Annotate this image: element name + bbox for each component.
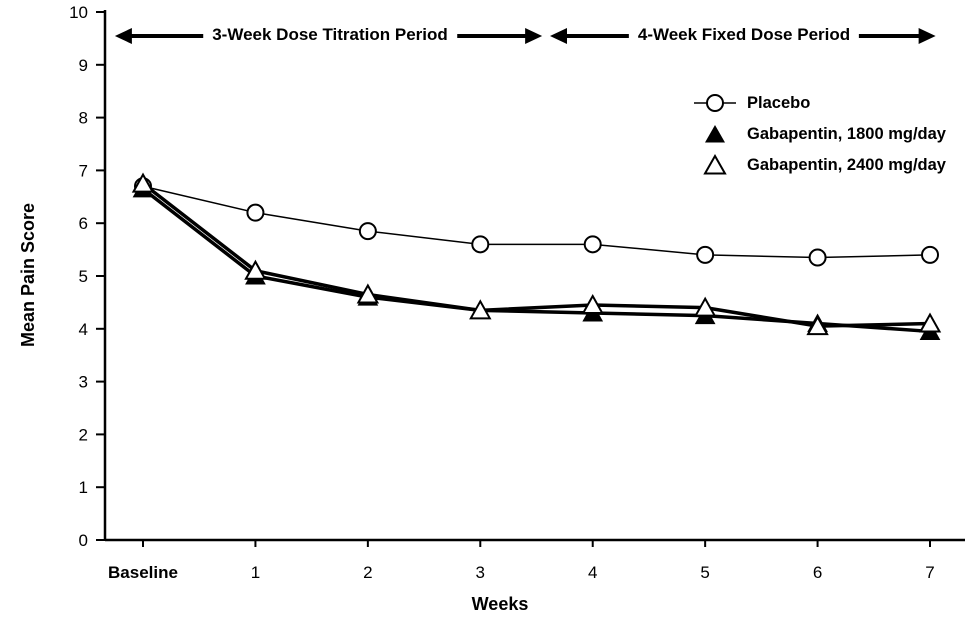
data-point-open-triangle <box>918 312 942 333</box>
series-open-triangle <box>131 172 942 336</box>
data-point-open-circle <box>471 235 490 254</box>
y-tick-label: 6 <box>79 214 88 233</box>
legend: Placebo Gabapentin, 1800 mg/day Gabapent… <box>692 92 946 185</box>
data-point-open-triangle <box>131 172 155 193</box>
filled-triangle-marker-icon <box>705 125 725 143</box>
y-tick-label: 0 <box>79 531 88 550</box>
y-tick-label: 8 <box>79 109 88 128</box>
x-tick-label: 7 <box>925 563 934 582</box>
data-point-open-circle <box>696 245 715 264</box>
open-triangle-marker-icon <box>703 154 727 175</box>
data-point-open-circle <box>583 235 602 254</box>
data-point-open-circle <box>358 222 377 241</box>
arrow-head-left-icon <box>549 28 567 44</box>
y-tick-label: 1 <box>79 478 88 497</box>
legend-label-gabapentin-1800: Gabapentin, 1800 mg/day <box>747 124 946 143</box>
series-line <box>142 185 931 259</box>
x-tick-label: Baseline <box>108 563 178 582</box>
data-point-open-circle <box>921 245 940 264</box>
legend-label-gabapentin-2400: Gabapentin, 2400 mg/day <box>747 155 946 174</box>
x-axis-title: Weeks <box>471 594 529 614</box>
data-point-open-circle <box>808 248 827 267</box>
y-tick-label: 3 <box>79 373 88 392</box>
data-point-open-circle <box>246 203 265 222</box>
y-axis-title: Mean Pain Score <box>18 202 38 348</box>
x-tick-label: 3 <box>476 563 485 582</box>
x-tick-label: 2 <box>363 563 372 582</box>
legend-item-gabapentin-1800: Gabapentin, 1800 mg/day <box>692 123 946 145</box>
x-tick-label: 5 <box>700 563 709 582</box>
series-open-circle <box>134 177 940 267</box>
data-point-open-triangle <box>244 259 267 280</box>
y-tick-label: 7 <box>79 161 88 180</box>
y-tick-label: 5 <box>79 267 88 286</box>
legend-label-placebo: Placebo <box>747 93 811 112</box>
y-tick-label: 10 <box>69 3 88 22</box>
x-tick-label: 6 <box>813 563 822 582</box>
y-tick-label: 2 <box>79 425 88 444</box>
x-tick-label: 1 <box>251 563 260 582</box>
data-point-open-triangle <box>469 299 492 320</box>
data-point-open-triangle <box>806 315 829 336</box>
data-point-open-triangle <box>581 293 604 315</box>
arrow-head-left-icon <box>114 28 132 44</box>
open-circle-marker-icon <box>694 94 736 112</box>
fixed-dose-period-label: 4-Week Fixed Dose Period <box>628 25 860 45</box>
axes: 0 1 2 3 4 5 6 7 8 9 10 Baseline 1 2 3 4 5 6 7 <box>69 3 965 582</box>
legend-item-placebo: Placebo <box>692 92 946 114</box>
y-tick-label: 9 <box>79 56 88 75</box>
legend-item-gabapentin-2400: Gabapentin, 2400 mg/day <box>692 154 946 176</box>
y-tick-label: 4 <box>79 320 88 339</box>
data-point-open-triangle <box>356 283 380 304</box>
series-line <box>141 182 931 328</box>
arrow-head-right-icon <box>525 28 543 44</box>
titration-period-label: 3-Week Dose Titration Period <box>203 25 457 45</box>
data-point-open-triangle <box>693 296 717 317</box>
arrow-head-right-icon <box>918 28 936 44</box>
x-tick-label: 4 <box>588 563 597 582</box>
